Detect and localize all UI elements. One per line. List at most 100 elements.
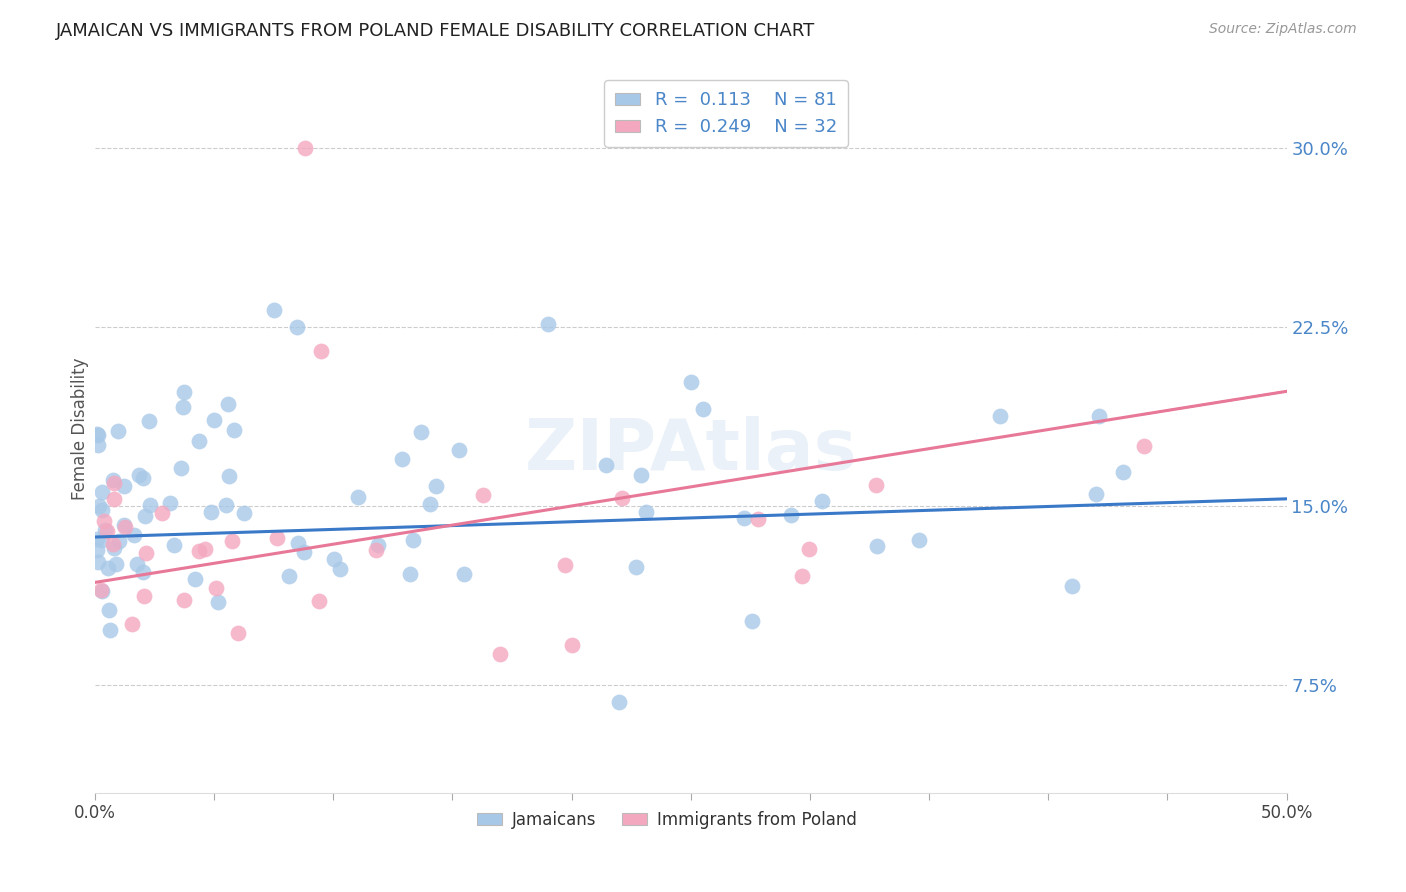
Point (188, 543, 211, 558)
Point (391, 451, 413, 466)
Point (90, 503, 112, 517)
Point (91, 484, 114, 499)
Point (309, 343, 332, 358)
Point (453, 567, 475, 582)
Point (741, 614, 763, 628)
Point (159, 495, 181, 509)
Point (207, 595, 229, 609)
Point (790, 568, 813, 582)
Point (866, 539, 889, 553)
Point (105, 557, 128, 571)
Point (86, 532, 108, 546)
Point (103, 537, 125, 551)
Point (132, 471, 155, 485)
Point (425, 479, 447, 493)
Point (184, 572, 207, 586)
Point (554, 558, 576, 572)
Point (411, 425, 433, 439)
Point (779, 508, 801, 522)
Point (292, 545, 315, 559)
Point (150, 506, 173, 520)
Point (86, 542, 108, 557)
Point (91, 583, 114, 598)
Point (537, 318, 560, 332)
Point (988, 409, 1011, 424)
Point (347, 490, 370, 504)
Point (194, 541, 217, 556)
Point (215, 498, 238, 512)
Point (98, 623, 121, 637)
Point (172, 401, 194, 415)
Point (630, 467, 652, 482)
Point (205, 581, 228, 595)
Point (398, 567, 420, 582)
Point (97, 561, 120, 575)
Point (287, 319, 309, 334)
Point (188, 434, 211, 448)
Point (367, 537, 389, 551)
Point (402, 533, 425, 548)
Point (907, 533, 929, 548)
Point (1062, 579, 1084, 593)
Legend: Jamaicans, Immigrants from Poland: Jamaicans, Immigrants from Poland (471, 804, 863, 835)
Point (114, 520, 136, 534)
Point (865, 477, 887, 491)
Point (679, 375, 702, 389)
Point (86, 438, 108, 452)
Point (121, 617, 143, 632)
Point (122, 528, 145, 542)
Point (125, 557, 148, 571)
Point (103, 476, 125, 491)
Point (112, 479, 135, 493)
Point (96, 524, 118, 539)
Point (266, 531, 288, 545)
Point (1087, 409, 1109, 424)
Text: JAMAICAN VS IMMIGRANTS FROM POLAND FEMALE DISABILITY CORRELATION CHART: JAMAICAN VS IMMIGRANTS FROM POLAND FEMAL… (56, 22, 815, 40)
Point (747, 512, 769, 526)
Point (634, 506, 657, 520)
Point (108, 533, 131, 548)
Point (128, 468, 150, 483)
Point (278, 569, 301, 583)
Point (134, 509, 156, 524)
Point (287, 536, 309, 550)
Point (624, 560, 647, 574)
Point (610, 491, 633, 505)
Point (173, 592, 195, 607)
Text: Source: ZipAtlas.com: Source: ZipAtlas.com (1209, 22, 1357, 37)
Text: ZIPAtlas: ZIPAtlas (524, 416, 858, 484)
Point (329, 562, 352, 576)
Point (232, 506, 254, 520)
Point (173, 384, 195, 399)
Point (323, 551, 346, 566)
Point (1111, 465, 1133, 479)
Point (86, 428, 108, 442)
Point (86, 427, 108, 442)
Point (607, 695, 630, 709)
Point (90, 533, 112, 547)
Point (471, 488, 494, 502)
Point (103, 473, 125, 487)
Point (90, 582, 112, 597)
Point (86, 555, 108, 569)
Point (419, 497, 441, 511)
Point (217, 396, 239, 410)
Point (810, 494, 832, 508)
Point (226, 625, 249, 640)
Point (797, 542, 820, 557)
Point (489, 647, 512, 661)
Point (692, 401, 714, 416)
Point (103, 541, 125, 555)
Point (263, 303, 285, 318)
Point (132, 589, 155, 603)
Point (200, 505, 222, 519)
Point (222, 423, 245, 437)
Point (135, 546, 157, 560)
Point (103, 492, 125, 507)
Point (202, 412, 225, 426)
Point (733, 511, 755, 525)
Point (170, 461, 193, 475)
Y-axis label: Female Disability: Female Disability (72, 357, 89, 500)
Point (560, 638, 582, 652)
Point (1084, 487, 1107, 501)
